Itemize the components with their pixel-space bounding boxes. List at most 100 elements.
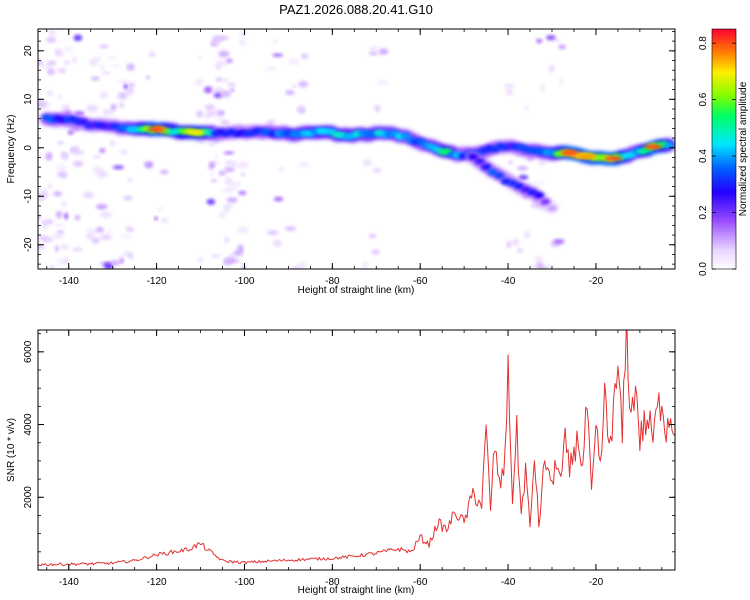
- heatmap-ridge-peak: [147, 126, 166, 132]
- spectrogram-y-axis: -20 -10 0 10 20: [23, 31, 675, 265]
- colorbar-label: Normalized spectral amplitude: [738, 81, 749, 216]
- heatmap-noise-blob: [123, 196, 133, 201]
- heatmap-noise-blob: [55, 48, 62, 56]
- figure-title: PAZ1.2026.088.20.41.G10: [279, 2, 433, 17]
- y-tick-label: 10: [23, 93, 34, 105]
- colorbar: 0.0 0.2 0.4 0.6 0.8 Normalized spectral ampl…: [698, 28, 749, 276]
- heatmap-noise-blob: [54, 223, 66, 228]
- heatmap-noise-blob: [223, 206, 230, 214]
- heatmap-noise-blob: [218, 170, 226, 176]
- heatmap-noise-blob: [534, 181, 546, 185]
- x-tick-label: -60: [413, 276, 428, 287]
- heatmap-noise-blob: [296, 261, 307, 268]
- heatmap-noise-blob: [218, 61, 229, 66]
- heatmap-noise-blob: [47, 183, 53, 189]
- heatmap-noise-blob: [518, 175, 529, 180]
- heatmap-noise-blob: [46, 67, 56, 76]
- heatmap-noise-blob: [145, 75, 151, 80]
- heatmap-noise-blob: [372, 168, 382, 173]
- y-tick-label: 20: [23, 45, 34, 57]
- heatmap-noise-blob: [362, 261, 369, 268]
- heatmap-noise-blob: [41, 224, 49, 231]
- x-tick-label: -100: [234, 276, 254, 287]
- heatmap-noise-blob: [266, 230, 279, 236]
- heatmap-noise-blob: [217, 110, 225, 116]
- heatmap-noise-blob: [285, 226, 296, 232]
- heatmap-noise-blob: [225, 167, 236, 172]
- heatmap-noise-blob: [298, 80, 309, 88]
- x-tick-label: -140: [59, 276, 79, 287]
- heatmap-noise-blob: [99, 212, 109, 218]
- heatmap-noise-blob: [207, 165, 215, 170]
- heatmap-noise-blob: [285, 90, 295, 95]
- heatmap-noise-blob: [110, 260, 121, 266]
- heatmap-noise-blob: [64, 212, 69, 220]
- heatmap-noise-blob: [211, 179, 217, 183]
- y-tick-label: 6000: [23, 340, 34, 363]
- heatmap-noise-blob: [90, 76, 100, 81]
- heatmap-noise-blob: [237, 244, 244, 253]
- heatmap-noise-blob: [368, 51, 379, 56]
- heatmap-noise-blob: [74, 215, 81, 221]
- heatmap-noise-blob: [63, 257, 69, 265]
- heatmap-noise-blob: [110, 141, 116, 147]
- x-tick-label: -120: [147, 577, 167, 588]
- heatmap-noise-blob: [196, 110, 204, 118]
- heatmap-noise-blob: [272, 239, 282, 248]
- heatmap-noise-blob: [112, 64, 121, 69]
- spectrogram-x-axis: -140 -120 -100 -80 -60 -40 -20: [46, 29, 663, 287]
- heatmap-noise-blob: [216, 77, 222, 82]
- heatmap-noise-blob: [72, 160, 84, 168]
- heatmap-noise-blob: [220, 188, 233, 193]
- heatmap-noise-blob: [74, 111, 85, 116]
- heatmap-noise-blob: [144, 161, 154, 169]
- heatmap-noise-blob: [240, 30, 247, 37]
- heatmap-noise-blob: [524, 230, 531, 239]
- heatmap-noise-blob: [534, 255, 544, 264]
- heatmap-noise-blob: [226, 179, 233, 188]
- heatmap-noise-blob: [297, 105, 305, 113]
- heatmap-noise-blob: [26, 135, 34, 142]
- heatmap-background-scatter: [26, 29, 566, 269]
- heatmap-noise-blob: [371, 249, 380, 255]
- heatmap-branch-core: [467, 153, 478, 160]
- heatmap-noise-blob: [43, 237, 55, 242]
- colorbar-tick-label: 0.0: [698, 262, 709, 276]
- heatmap-noise-blob: [265, 66, 278, 71]
- heatmap-noise-blob: [92, 155, 101, 158]
- heatmap-noise-blob: [98, 44, 109, 49]
- y-tick-label: 0: [23, 145, 34, 151]
- heatmap-noise-blob: [154, 216, 158, 221]
- heatmap-noise-blob: [57, 141, 64, 145]
- heatmap-noise-blob: [86, 104, 99, 113]
- colorbar-tick-label: 0.4: [698, 149, 709, 163]
- heatmap-noise-blob: [30, 60, 37, 65]
- heatmap-noise-blob: [267, 119, 275, 124]
- snr-frame: [37, 329, 676, 571]
- heatmap-noise-blob: [223, 151, 235, 155]
- heatmap-noise-blob: [117, 80, 129, 84]
- x-tick-label: -140: [59, 577, 79, 588]
- heatmap-noise-blob: [368, 233, 377, 239]
- x-tick-label: -20: [589, 276, 604, 287]
- heatmap-noise-blob: [211, 254, 221, 258]
- heatmap-noise-blob: [212, 87, 224, 93]
- heatmap-noise-blob: [57, 94, 63, 99]
- heatmap-noise-blob: [126, 63, 135, 71]
- heatmap-noise-blob: [38, 100, 46, 109]
- heatmap-noise-blob: [52, 233, 64, 240]
- heatmap-noise-blob: [219, 36, 230, 40]
- heatmap-noise-blob: [67, 130, 74, 135]
- heatmap-noise-blob: [377, 80, 389, 85]
- heatmap-noise-blob: [125, 87, 135, 95]
- heatmap-noise-blob: [38, 59, 43, 66]
- heatmap-noise-blob: [61, 155, 68, 159]
- heatmap-noise-blob: [125, 226, 134, 233]
- heatmap-noise-blob: [221, 78, 231, 81]
- spectrogram-x-label: Height of straight line (km): [298, 285, 415, 296]
- heatmap-noise-blob: [42, 188, 48, 196]
- heatmap-noise-blob: [220, 120, 230, 124]
- heatmap-noise-blob: [272, 38, 278, 45]
- heatmap-noise-blob: [55, 67, 66, 73]
- heatmap-noise-blob: [205, 104, 215, 111]
